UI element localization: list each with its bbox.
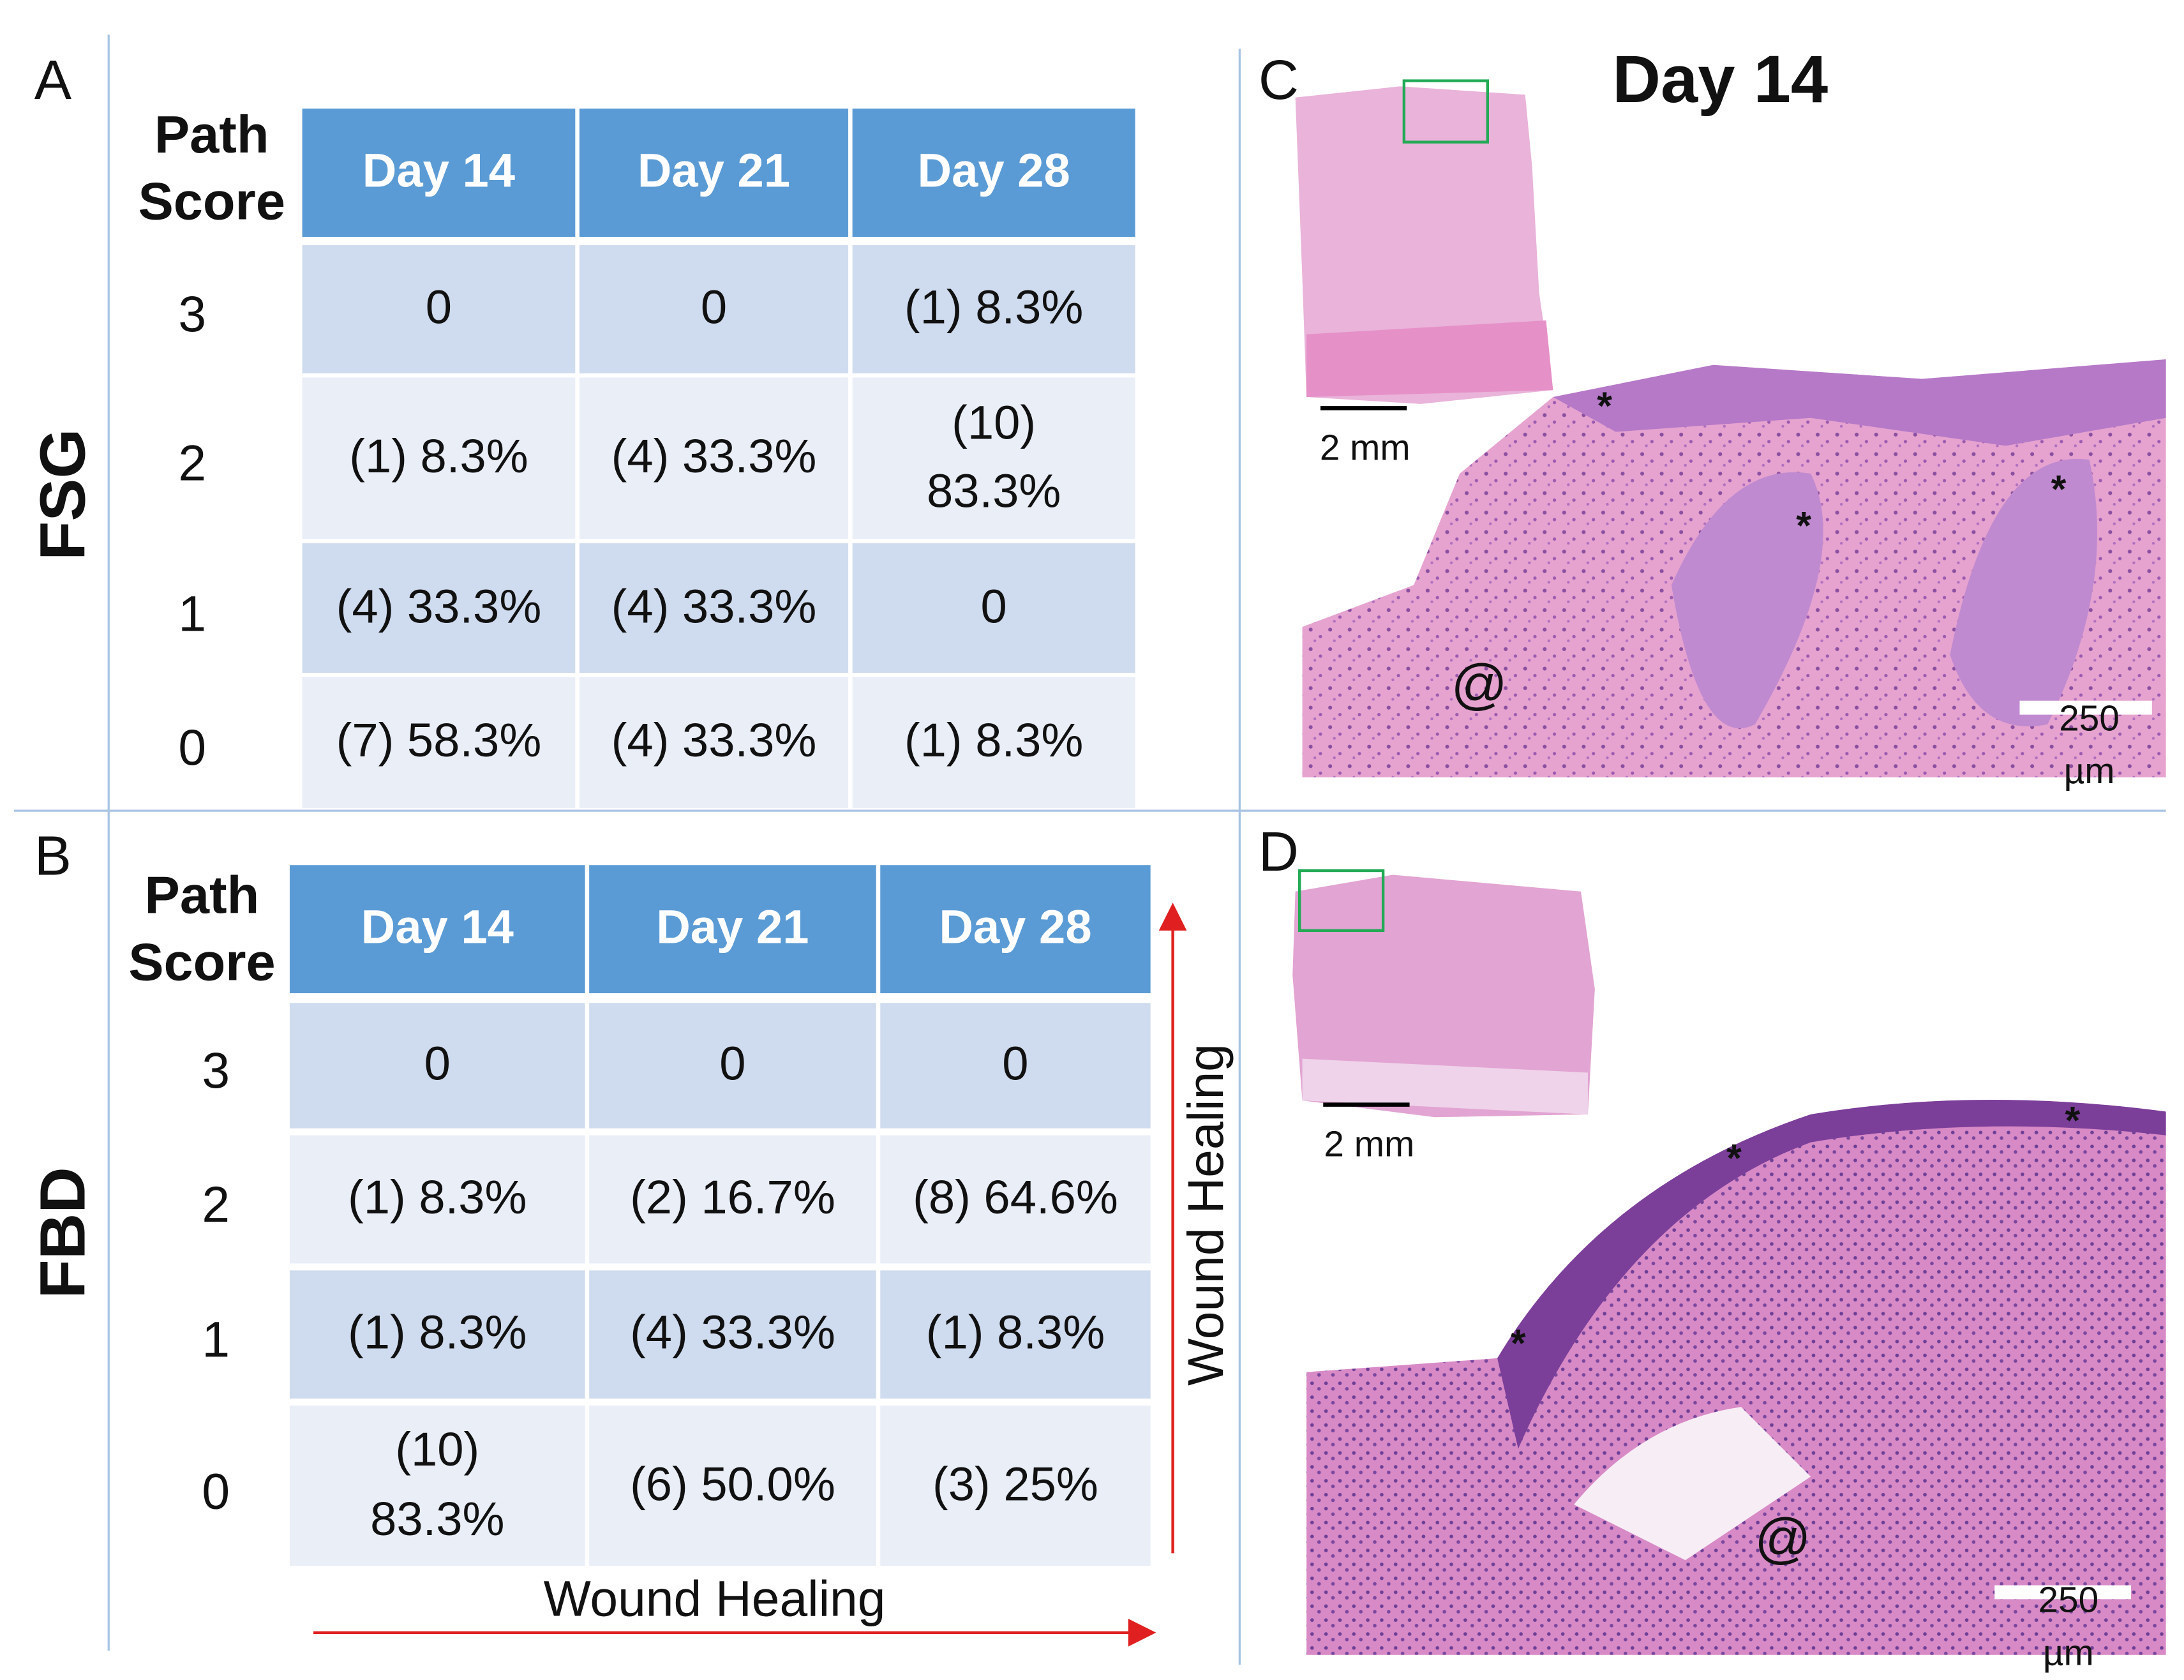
table-cell: (7) 58.3%	[302, 677, 576, 808]
group-label: FSG	[26, 428, 99, 560]
table-cell: (6) 50.0%	[589, 1406, 876, 1566]
row-score: 2	[202, 1175, 230, 1233]
scale-label: 250 µm	[2059, 696, 2120, 791]
micrograph-d	[1292, 869, 2166, 1655]
table-cell: (2) 16.7%	[589, 1135, 876, 1264]
table-cell: (3) 25%	[880, 1406, 1151, 1566]
table-cell: (1) 8.3%	[289, 1135, 585, 1264]
table-cell: (4) 33.3%	[589, 1270, 876, 1399]
panel-label: A	[34, 50, 72, 112]
table-cell: (4) 33.3%	[579, 543, 849, 673]
scale-label: 250 µm	[2038, 1579, 2099, 1674]
table-cell: (4) 33.3%	[579, 677, 849, 808]
row-score: 0	[202, 1462, 230, 1519]
corner-header: Path Score	[128, 867, 276, 992]
column-header: Day 21	[579, 109, 849, 237]
table-cell: (1) 8.3%	[289, 1270, 585, 1399]
marker: @	[1754, 1508, 1811, 1570]
axis-label: Wound Healing	[543, 1570, 886, 1627]
row-score: 3	[178, 285, 207, 343]
column-header: Day 28	[852, 109, 1135, 237]
marker: *	[1726, 1136, 1742, 1180]
corner-header: Path Score	[138, 106, 285, 232]
row-score: 2	[178, 434, 207, 492]
micrograph-c	[1295, 79, 2166, 777]
table-cell: (10) 83.3%	[289, 1406, 585, 1566]
marker: *	[1510, 1321, 1526, 1365]
marker: *	[1597, 384, 1613, 428]
table-cell: (4) 33.3%	[579, 377, 849, 539]
table-cell: (1) 8.3%	[852, 677, 1135, 808]
table-cell: (4) 33.3%	[302, 543, 576, 673]
scale-label: 2 mm	[1324, 1123, 1415, 1165]
table-cell: (1) 8.3%	[852, 245, 1135, 373]
table-cell: 0	[880, 1003, 1151, 1129]
panel-title: Day 14	[1612, 43, 1829, 117]
row-score: 3	[202, 1042, 230, 1099]
row-score: 1	[178, 584, 207, 641]
column-header: Day 14	[289, 865, 585, 994]
marker: *	[1796, 504, 1812, 548]
column-header: Day 21	[589, 865, 876, 994]
arrows	[313, 903, 1187, 1647]
marker: @	[1451, 654, 1508, 716]
group-label: FBD	[26, 1167, 99, 1299]
panel-label: C	[1258, 50, 1299, 112]
row-score: 1	[202, 1310, 230, 1368]
table-cell: 0	[302, 245, 576, 373]
row-score: 0	[178, 718, 207, 776]
table-cell: (8) 64.6%	[880, 1135, 1151, 1264]
table-cell: 0	[852, 543, 1135, 673]
table-cell: (1) 8.3%	[302, 377, 576, 539]
marker: *	[2051, 467, 2067, 511]
table-cell: 0	[579, 245, 849, 373]
table-cell: 0	[589, 1003, 876, 1129]
axis-label: Wound Healing	[1176, 1044, 1234, 1386]
table-cell: (10) 83.3%	[852, 377, 1135, 539]
table-cell: 0	[289, 1003, 585, 1129]
marker: *	[2065, 1099, 2081, 1142]
scale-label: 2 mm	[1319, 426, 1410, 469]
panel-label: D	[1258, 821, 1299, 883]
column-header: Day 14	[302, 109, 576, 237]
dividers	[13, 34, 2166, 1665]
panel-label: B	[34, 826, 72, 888]
column-header: Day 28	[880, 865, 1151, 994]
table-cell: (1) 8.3%	[880, 1270, 1151, 1399]
